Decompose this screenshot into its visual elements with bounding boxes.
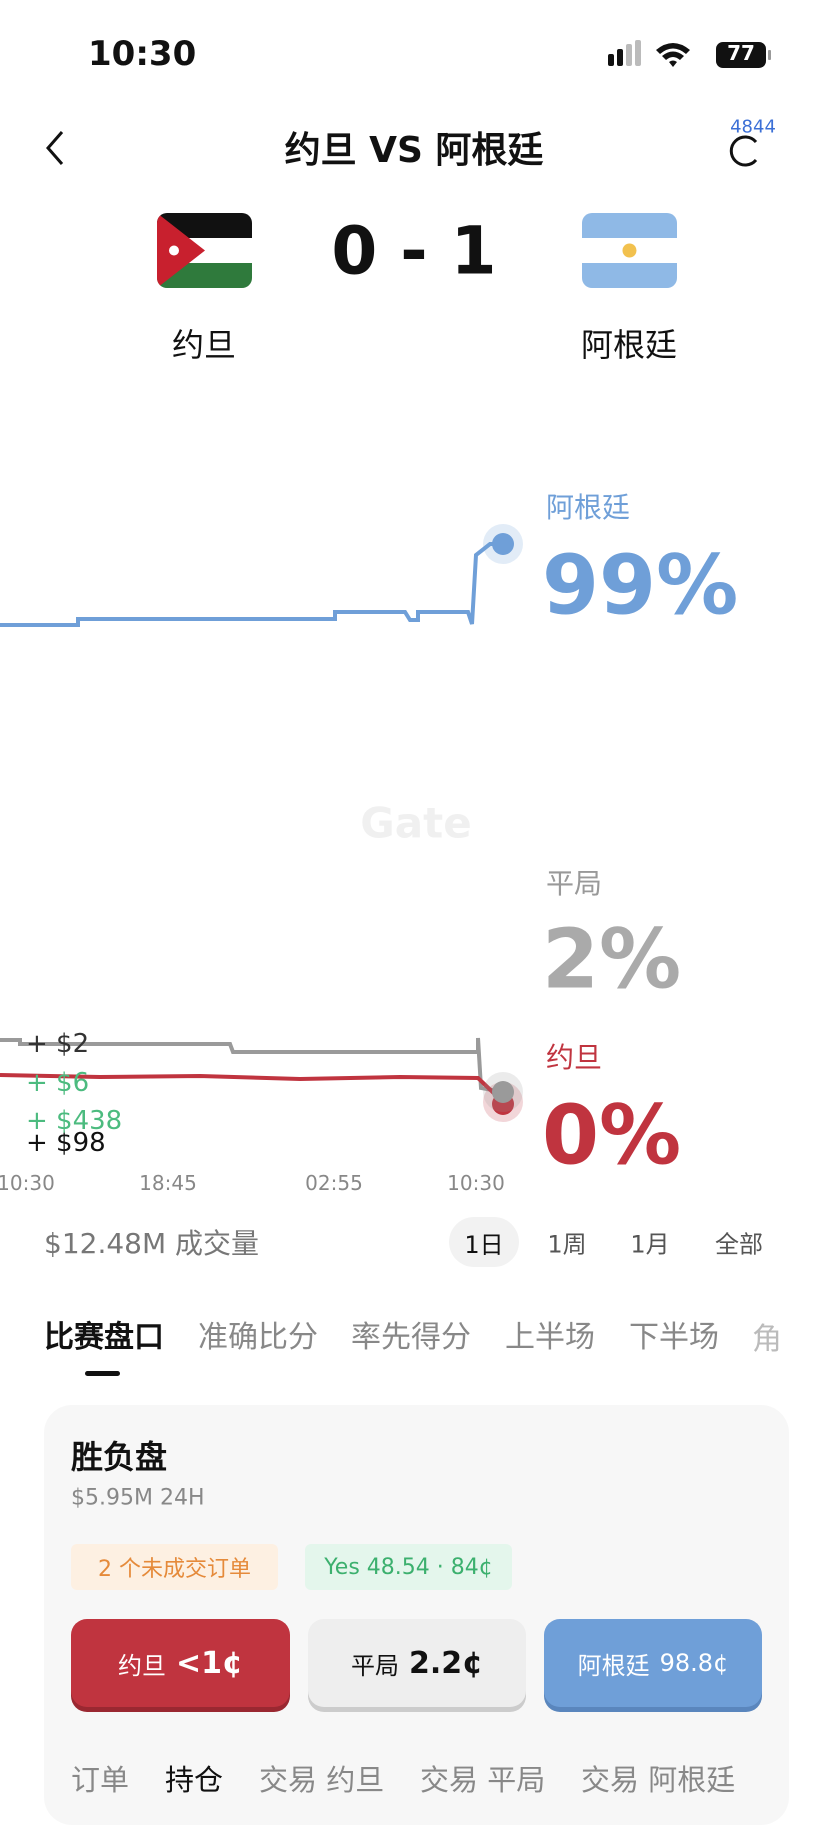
tab[interactable]: 下半场 (629, 1320, 719, 1355)
range-button[interactable]: 1日 (449, 1217, 519, 1267)
home-flag (157, 213, 252, 288)
draw-line (0, 1037, 504, 1094)
range-button[interactable]: 1周 (547, 1230, 587, 1259)
range-button[interactable]: 全部 (715, 1230, 763, 1259)
tab-indicator (85, 1371, 120, 1376)
bottom-tab[interactable]: 交易 约旦 (259, 1763, 385, 1797)
outcome-percent: 2% (542, 912, 682, 1008)
trade-label: + $6 (26, 1068, 90, 1098)
tab[interactable]: 角 (752, 1322, 782, 1357)
outcome-label: 阿根廷 (546, 491, 631, 524)
back-button[interactable] (40, 128, 70, 168)
outcome-percent: 99% (542, 538, 739, 634)
button-price: 98.8¢ (659, 1649, 729, 1677)
pending-orders[interactable]: 2 个未成交订单 (71, 1544, 278, 1590)
outcome-percent: 0% (542, 1088, 682, 1184)
score: 0 - 1 (331, 212, 497, 290)
home-name: 约旦 (171, 326, 237, 364)
button-label: 平局 (350, 1651, 399, 1680)
bottom-tab[interactable]: 持仓 (165, 1763, 224, 1797)
tab[interactable]: 率先得分 (351, 1320, 471, 1355)
away-line (0, 542, 503, 627)
range-button[interactable]: 1月 (630, 1230, 670, 1259)
x-label: 02:55 (305, 1171, 363, 1195)
x-label: 10:30 (0, 1171, 55, 1195)
bottom-tab[interactable]: 订单 (71, 1763, 130, 1797)
bottom-tab[interactable]: 交易 阿根廷 (581, 1763, 736, 1797)
trade-label: + $98 (26, 1128, 106, 1158)
x-label: 10:30 (447, 1171, 505, 1195)
market-card (44, 1405, 789, 1825)
tab[interactable]: 上半场 (505, 1320, 595, 1355)
outcome-label: 平局 (546, 867, 603, 900)
draw-dot (492, 1081, 514, 1103)
position-chip[interactable]: Yes 48.54 · 84¢ (305, 1544, 512, 1590)
watermark: Gate (360, 798, 472, 848)
home-line (0, 1073, 505, 1104)
comment-count: 4844 (730, 116, 776, 138)
button-label: 约旦 (118, 1651, 167, 1680)
battery: 77 (727, 41, 755, 65)
outcome-label: 约旦 (546, 1041, 603, 1074)
button-label: 阿根廷 (577, 1651, 650, 1680)
header-title: 约旦 VS 阿根廷 (284, 130, 544, 171)
comment-button[interactable] (726, 132, 762, 168)
button-price: 2.2¢ (408, 1645, 484, 1681)
bottom-tab[interactable]: 交易 平局 (420, 1763, 546, 1797)
x-label: 18:45 (139, 1171, 197, 1195)
away-name: 阿根廷 (580, 326, 678, 364)
trade-label: + $438 (26, 1106, 123, 1136)
status-time: 10:30 (88, 34, 197, 74)
away-flag (582, 213, 677, 288)
tab[interactable]: 比赛盘口 (44, 1320, 164, 1355)
home-button[interactable]: 约旦 <1¢ (71, 1619, 290, 1707)
trade-label: + $2 (26, 1029, 90, 1059)
card-title: 胜负盘 (71, 1438, 168, 1476)
price-chart (0, 524, 523, 1122)
button-price: <1¢ (176, 1645, 243, 1681)
away-dot (492, 533, 514, 555)
away-button[interactable]: 阿根廷 98.8¢ (544, 1619, 762, 1707)
tab[interactable]: 准确比分 (198, 1320, 318, 1355)
card-subtitle: $5.95M 24H (71, 1485, 205, 1511)
volume: $12.48M 成交量 (44, 1227, 260, 1260)
status-icons: 77 (608, 40, 771, 68)
draw-button[interactable]: 平局 2.2¢ (308, 1619, 526, 1707)
